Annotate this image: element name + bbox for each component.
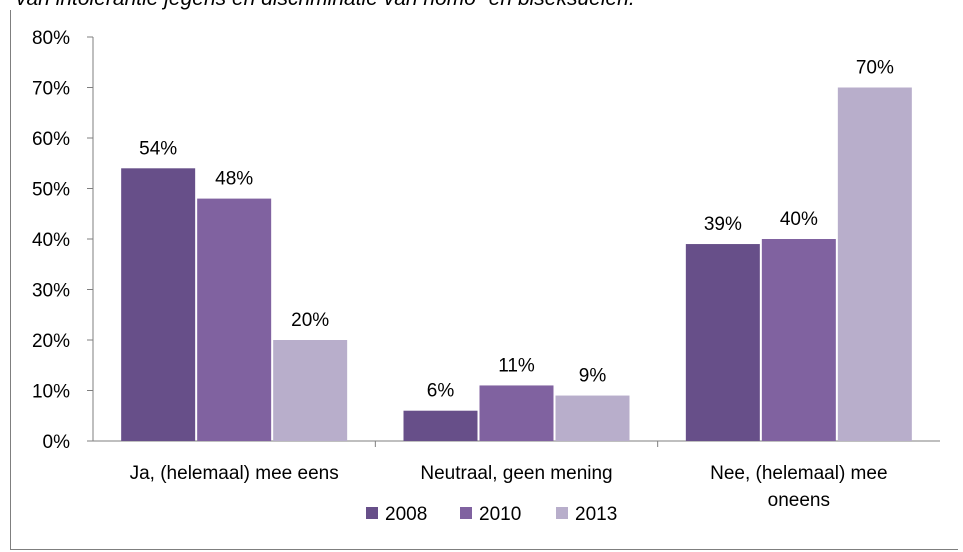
value-label-2010-1: 11%: [498, 355, 535, 376]
bar-2010-2: [761, 239, 836, 441]
y-tick-label: 80%: [32, 28, 70, 49]
y-tick-label: 60%: [32, 129, 70, 150]
value-label-2008-1: 6%: [427, 381, 455, 402]
y-tick-label: 20%: [32, 331, 70, 352]
category-label-0: Ja, (helemaal) mee eens: [130, 463, 339, 484]
category-label-1: Neutraal, geen mening: [420, 463, 612, 484]
legend: 2008 2010 2013: [366, 504, 617, 525]
y-tick-label: 10%: [32, 382, 70, 403]
legend-swatch-2013: [556, 507, 568, 519]
y-tick-label: 30%: [32, 281, 70, 302]
bar-2013-2: [837, 87, 912, 441]
value-label-2010-0: 48%: [215, 169, 253, 190]
legend-label-2008: 2008: [385, 504, 427, 525]
chart-title-fragment: van intolerantie jegens en discriminatie…: [16, 0, 956, 10]
bars: [121, 87, 912, 442]
y-tick-label: 70%: [32, 79, 70, 100]
y-tick-label: 50%: [32, 180, 70, 201]
y-tick-label: 40%: [32, 230, 70, 251]
bar-2010-0: [197, 198, 272, 441]
value-label-2013-1: 9%: [579, 366, 607, 387]
legend-swatch-2010: [460, 507, 472, 519]
value-label-2013-2: 70%: [856, 58, 894, 79]
category-label-2: Nee, (helemaal) mee oneens: [710, 463, 887, 511]
value-label-2013-0: 20%: [291, 310, 329, 331]
value-label-2010-2: 40%: [780, 209, 818, 230]
legend-label-2013: 2013: [575, 504, 617, 525]
value-labels: 54% 48% 20% 6% 11% 9% 39% 40% 70%: [139, 58, 894, 402]
value-label-2008-2: 39%: [704, 214, 742, 235]
bar-2008-0: [121, 168, 196, 442]
bar-2008-1: [403, 410, 478, 441]
bar-2008-2: [685, 244, 760, 441]
chart-frame: [10, 10, 958, 550]
category-labels: Ja, (helemaal) mee eens Neutraal, geen me…: [130, 463, 888, 511]
bar-2013-0: [273, 340, 348, 441]
bar-2013-1: [555, 395, 630, 441]
y-tick-label: 0%: [43, 432, 71, 453]
legend-label-2010: 2010: [479, 504, 521, 525]
value-label-2008-0: 54%: [139, 138, 177, 159]
legend-swatch-2008: [366, 507, 378, 519]
bar-2010-1: [479, 385, 554, 441]
